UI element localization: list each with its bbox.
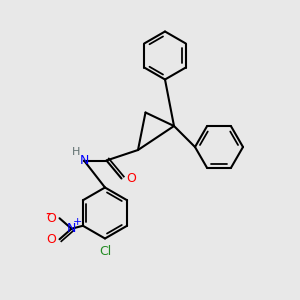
Text: -: -: [45, 206, 50, 221]
Text: +: +: [73, 217, 82, 227]
Text: O: O: [46, 212, 56, 225]
Text: O: O: [46, 233, 56, 246]
Text: Cl: Cl: [99, 245, 111, 258]
Text: N: N: [79, 154, 89, 167]
Text: O: O: [126, 172, 136, 185]
Text: N: N: [67, 222, 76, 235]
Text: H: H: [71, 147, 80, 157]
